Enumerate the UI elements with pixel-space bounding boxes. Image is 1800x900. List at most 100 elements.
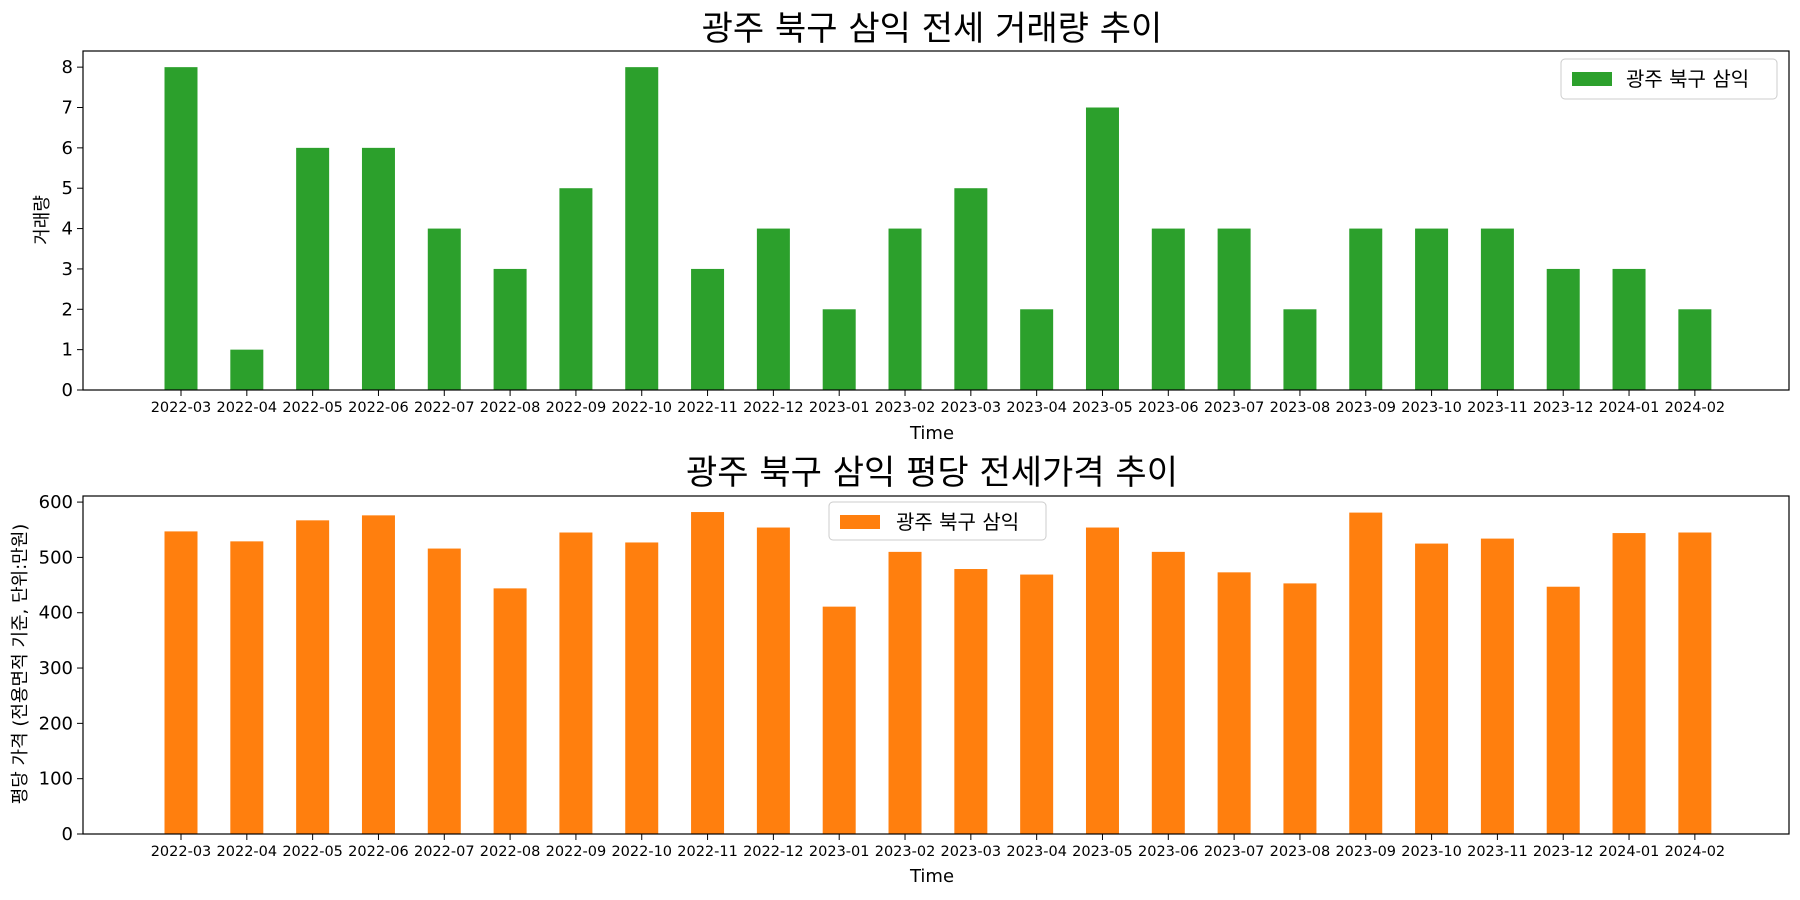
volume-chart-x-tick-label: 2022-06: [348, 400, 409, 416]
price-chart-bar: [691, 512, 725, 834]
volume-chart-x-tick-label: 2022-10: [611, 400, 672, 416]
volume-chart-x-tick-label: 2023-03: [941, 400, 1002, 416]
price-chart-bar: [361, 515, 395, 834]
price-chart-bar: [954, 569, 988, 834]
price-chart-x-tick-label: 2022-08: [480, 844, 541, 860]
volume-chart-y-tick-label: 7: [62, 98, 73, 119]
volume-chart-legend: 광주 북구 삼익: [1560, 58, 1778, 100]
price-chart-x-tick-label: 2022-06: [348, 844, 409, 860]
price-chart-bar: [230, 541, 264, 834]
volume-chart-bars: [164, 67, 1712, 391]
volume-chart-x-tick-label: 2022-12: [743, 400, 804, 416]
price-chart-bar: [1217, 572, 1251, 834]
volume-chart-bar: [559, 188, 593, 390]
price-chart-bar: [493, 588, 527, 834]
price-chart-x-tick-label: 2023-10: [1401, 844, 1462, 860]
price-chart-legend: 광주 북구 삼익: [828, 501, 1047, 541]
price-chart-x-tick-label: 2022-05: [282, 844, 343, 860]
volume-chart-bar: [361, 147, 395, 390]
price-chart-frame: [82, 495, 1790, 835]
price-chart-x-axis: 2022-03 2022-04 2022-05 2022-06 2022-07 2022-…: [151, 834, 1725, 860]
volume-chart-x-axis: 2022-03 2022-04 2022-05 2022-06 2022-07 2022-…: [151, 390, 1725, 416]
price-chart-title: 광주 북구 삼익 평당 전세가격 추이: [686, 453, 1178, 493]
volume-chart-x-tick-label: 2024-02: [1665, 400, 1726, 416]
volume-chart-x-tick-label: 2023-07: [1204, 400, 1265, 416]
price-chart-x-tick-label: 2023-06: [1138, 844, 1199, 860]
price-chart-bar: [1020, 574, 1054, 834]
price-chart-bar: [1546, 586, 1580, 834]
volume-chart-bar: [1020, 309, 1054, 390]
volume-chart-legend-swatch: [1572, 72, 1612, 86]
price-chart-y-axis: 0 100 200 300 400 500 600: [39, 492, 83, 845]
price-chart-x-tick-label: 2024-02: [1665, 844, 1726, 860]
volume-chart-bar: [1415, 228, 1449, 390]
volume-chart-y-tick-label: 4: [62, 219, 73, 240]
price-chart-x-tick-label: 2023-07: [1204, 844, 1265, 860]
volume-chart-bar: [625, 67, 659, 391]
price-chart-legend-box: [828, 501, 1047, 541]
volume-chart-bar: [296, 147, 330, 390]
volume-chart-y-tick-label: 8: [62, 57, 73, 78]
volume-chart-bar: [691, 268, 725, 390]
price-chart-x-tick-label: 2023-11: [1467, 844, 1528, 860]
volume-chart: 광주 북구 삼익 전세 거래량 추이 거래량 Time 0 1 2 3 4 5 6 7 8 20…: [32, 9, 1790, 444]
volume-chart-y-tick-label: 5: [62, 178, 73, 199]
volume-chart-x-tick-label: 2023-08: [1270, 400, 1331, 416]
price-chart-bar: [1480, 538, 1514, 834]
price-chart-x-tick-label: 2022-07: [414, 844, 475, 860]
price-chart-y-tick-label: 300: [39, 658, 73, 679]
price-chart-x-tick-label: 2022-11: [677, 844, 738, 860]
volume-chart-y-tick-label: 6: [62, 138, 73, 159]
volume-chart-bar: [164, 67, 198, 391]
price-chart-x-tick-label: 2023-09: [1335, 844, 1396, 860]
price-chart-ylabel: 평당 가격 (전용면적 기준, 단위:만원): [10, 524, 31, 805]
volume-chart-title: 광주 북구 삼익 전세 거래량 추이: [702, 9, 1163, 49]
volume-chart-x-tick-label: 2023-01: [809, 400, 870, 416]
volume-chart-x-tick-label: 2022-08: [480, 400, 541, 416]
volume-chart-bar: [1085, 107, 1119, 390]
price-chart-x-tick-label: 2023-01: [809, 844, 870, 860]
price-chart-bar: [1085, 527, 1119, 834]
volume-chart-frame: [82, 50, 1790, 391]
price-chart-bar: [1349, 512, 1383, 834]
volume-chart-x-tick-label: 2022-04: [217, 400, 278, 416]
volume-chart-x-tick-label: 2022-03: [151, 400, 212, 416]
price-chart-bar: [822, 606, 856, 834]
price-chart-bar: [559, 532, 593, 834]
volume-chart-bar: [493, 268, 527, 390]
volume-chart-x-tick-label: 2023-12: [1533, 400, 1594, 416]
volume-chart-x-tick-label: 2022-05: [282, 400, 343, 416]
price-chart-y-tick-label: 400: [39, 603, 73, 624]
volume-chart-y-tick-label: 2: [62, 299, 73, 320]
volume-chart-bar: [756, 228, 790, 390]
price-chart-bar: [888, 551, 922, 834]
price-chart-bar: [296, 520, 330, 834]
price-chart-y-tick-label: 0: [62, 824, 73, 845]
price-chart-xlabel: Time: [909, 866, 954, 887]
price-chart-x-tick-label: 2024-01: [1599, 844, 1660, 860]
volume-chart-bar: [1546, 268, 1580, 390]
price-chart-x-tick-label: 2023-12: [1533, 844, 1594, 860]
price-chart: 광주 북구 삼익 평당 전세가격 추이 평당 가격 (전용면적 기준, 단위:만…: [10, 453, 1790, 887]
price-chart-x-tick-label: 2023-02: [875, 844, 936, 860]
price-chart-y-tick-label: 200: [39, 713, 73, 734]
price-chart-bar: [1283, 583, 1317, 834]
price-chart-x-tick-label: 2022-04: [217, 844, 278, 860]
volume-chart-x-tick-label: 2024-01: [1599, 400, 1660, 416]
price-chart-bar: [756, 527, 790, 834]
volume-chart-bar: [888, 228, 922, 390]
volume-chart-x-tick-label: 2023-04: [1006, 400, 1067, 416]
volume-chart-x-tick-label: 2022-11: [677, 400, 738, 416]
price-chart-x-tick-label: 2022-10: [611, 844, 672, 860]
volume-chart-x-tick-label: 2023-02: [875, 400, 936, 416]
price-chart-bar: [625, 542, 659, 834]
volume-chart-bar: [822, 309, 856, 390]
price-chart-x-tick-label: 2023-05: [1072, 844, 1133, 860]
price-chart-x-tick-label: 2023-03: [941, 844, 1002, 860]
price-chart-x-tick-label: 2023-04: [1006, 844, 1067, 860]
price-chart-x-tick-label: 2022-09: [546, 844, 607, 860]
price-chart-x-tick-label: 2023-08: [1270, 844, 1331, 860]
price-chart-legend-label: 광주 북구 삼익: [896, 510, 1019, 534]
volume-chart-xlabel: Time: [909, 423, 954, 444]
